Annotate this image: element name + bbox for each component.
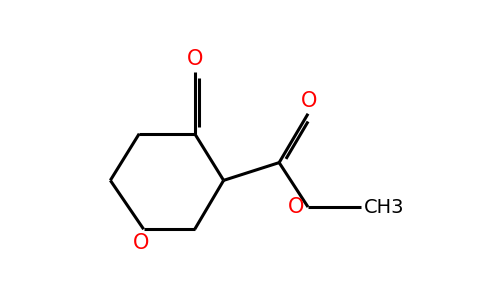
Text: O: O xyxy=(287,197,304,217)
Text: O: O xyxy=(186,49,203,69)
Text: O: O xyxy=(133,233,150,254)
Text: CH3: CH3 xyxy=(364,197,405,217)
Text: O: O xyxy=(301,91,317,111)
